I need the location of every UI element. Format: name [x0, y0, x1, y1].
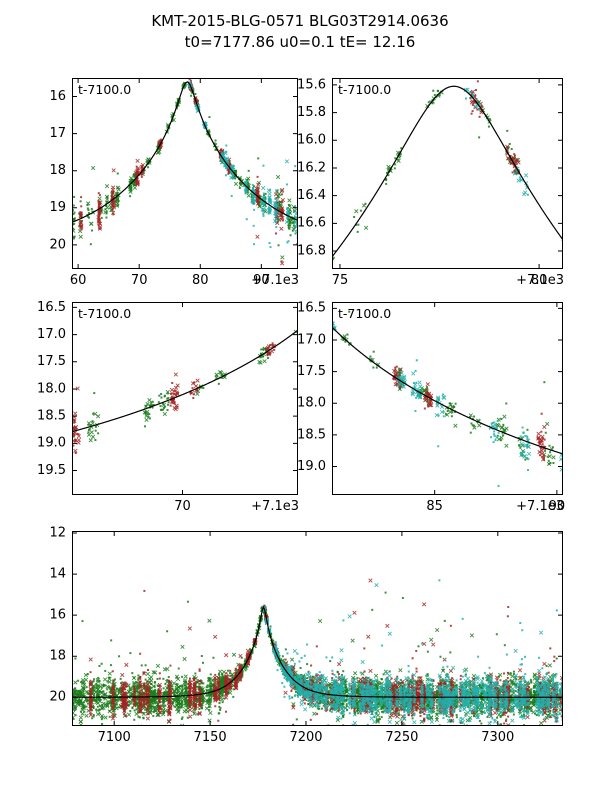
x-axis-offset-label: +7.1e3 — [251, 273, 299, 288]
x-axis-offset-label: +7.1e3 — [516, 273, 564, 288]
x-axis-offset-label: +7.1e3 — [251, 499, 299, 514]
panel-peak-wide: t-7100.0 +7.1e3 — [72, 78, 299, 288]
time-offset-annotation: t-7100.0 — [338, 82, 392, 97]
figure-subtitle-fit-parameters: t0=7177.86 u0=0.1 tE= 12.16 — [184, 33, 416, 51]
figure-title: KMT-2015-BLG-0571 BLG03T2914.0636 — [151, 12, 449, 30]
panel-peak-zoom: t-7100.0 +7.1e3 — [332, 78, 564, 288]
panel-full-light-curve — [72, 531, 563, 726]
time-offset-annotation: t-7100.0 — [78, 82, 132, 97]
panel-rising-wing: t-7100.0 +7.1e3 — [72, 302, 299, 514]
time-offset-annotation: t-7100.0 — [338, 306, 392, 321]
time-offset-annotation: t-7100.0 — [78, 306, 132, 321]
panel-falling-wing: t-7100.0 +7.1e3 — [332, 302, 564, 514]
x-axis-offset-label: +7.1e3 — [516, 499, 564, 514]
